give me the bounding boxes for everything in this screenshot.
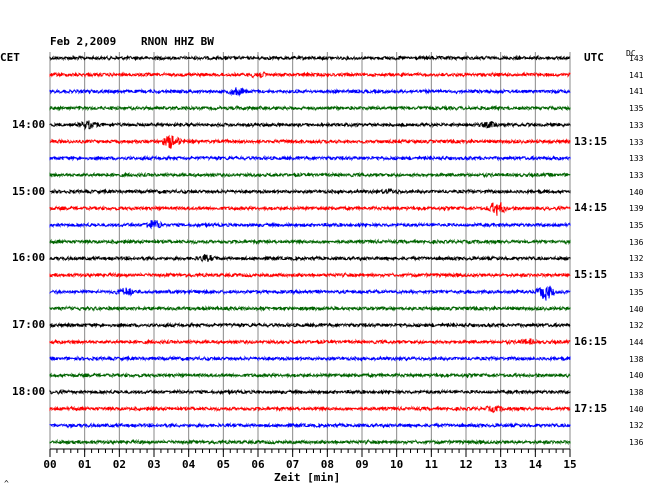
dc-offset-value: 138 bbox=[629, 354, 644, 364]
x-axis: 00 01 02 03 04 05 06 07 08 09 10 11 12 13 14 15 bbox=[43, 448, 577, 471]
x-tick-label-00: 00 bbox=[43, 458, 56, 471]
trace-row-2 bbox=[49, 87, 571, 97]
x-axis-title: Zeit [min] bbox=[274, 471, 341, 484]
dc-offset-value: 143 bbox=[629, 54, 644, 63]
dc-offset-value: 140 bbox=[629, 404, 644, 414]
trace-row-22 bbox=[49, 421, 571, 429]
dc-offset-value: 133 bbox=[629, 170, 644, 180]
dc-offset-value: 133 bbox=[629, 120, 644, 130]
trace-row-3 bbox=[49, 104, 571, 112]
station-label: RNON HHZ BW bbox=[141, 35, 214, 48]
right-time-label: 14:15 bbox=[574, 201, 608, 215]
dc-offset-value: 135 bbox=[629, 104, 644, 114]
left-time-label: 14:00 bbox=[12, 117, 46, 131]
x-tick-label-03: 03 bbox=[147, 458, 160, 471]
date-label: Feb 2,2009 bbox=[50, 35, 117, 48]
trace-row-15 bbox=[49, 305, 571, 312]
dc-offset-value: 140 bbox=[629, 187, 644, 197]
x-tick-label-05: 05 bbox=[217, 458, 230, 471]
trace-row-10 bbox=[49, 220, 571, 230]
trace-row-23 bbox=[49, 438, 571, 446]
x-tick-label-08: 08 bbox=[321, 458, 334, 471]
dc-offset-value: 141 bbox=[629, 87, 644, 97]
left-time-label: 18:00 bbox=[12, 385, 46, 398]
x-tick-label-12: 12 bbox=[459, 458, 472, 471]
seismic-traces bbox=[49, 54, 571, 446]
left-timezone-label: CET bbox=[0, 51, 20, 64]
trace-row-0 bbox=[49, 54, 571, 62]
right-time-label: 15:15 bbox=[574, 268, 608, 282]
right-time-label: 16:15 bbox=[574, 334, 608, 348]
left-time-label: 16:00 bbox=[12, 251, 46, 265]
dc-offset-value: 136 bbox=[629, 237, 644, 247]
minute-grid bbox=[49, 52, 571, 453]
x-tick-label-09: 09 bbox=[355, 458, 368, 471]
dc-offset-value: 144 bbox=[629, 337, 644, 347]
trace-row-21 bbox=[49, 404, 571, 414]
dc-offset-value: 133 bbox=[629, 154, 644, 164]
x-tick-label-04: 04 bbox=[182, 458, 196, 471]
trace-row-12 bbox=[49, 253, 571, 263]
x-tick-label-07: 07 bbox=[286, 458, 299, 471]
trace-row-17 bbox=[49, 338, 571, 346]
x-tick-label-13: 13 bbox=[494, 458, 507, 471]
trace-row-18 bbox=[49, 355, 571, 363]
corner-mark: ^ bbox=[4, 479, 9, 488]
dc-offset-value: 133 bbox=[629, 271, 644, 281]
trace-row-14 bbox=[49, 285, 571, 301]
trace-row-13 bbox=[49, 271, 571, 279]
left-time-label: 15:00 bbox=[12, 184, 46, 198]
trace-row-8 bbox=[49, 188, 571, 196]
dc-offset-value: 140 bbox=[629, 371, 644, 381]
trace-row-5 bbox=[49, 134, 571, 149]
trace-row-4 bbox=[49, 120, 571, 131]
trace-row-9 bbox=[49, 202, 571, 216]
trace-row-7 bbox=[49, 171, 571, 179]
x-tick-label-01: 01 bbox=[78, 458, 92, 471]
dc-offset-value: 135 bbox=[629, 287, 644, 297]
trace-row-6 bbox=[49, 154, 571, 162]
dc-header-label: DC bbox=[626, 49, 636, 58]
x-tick-label-02: 02 bbox=[113, 458, 126, 471]
trace-row-20 bbox=[49, 388, 571, 396]
right-time-label: 13:15 bbox=[574, 134, 608, 148]
dc-offset-value: 135 bbox=[629, 221, 644, 230]
x-tick-label-10: 10 bbox=[390, 458, 403, 471]
trace-row-11 bbox=[49, 238, 571, 246]
dc-offset-value: 133 bbox=[629, 137, 644, 147]
dc-offset-value: 140 bbox=[629, 304, 644, 314]
dc-offset-value: 141 bbox=[629, 70, 644, 80]
dc-offset-value: 132 bbox=[629, 321, 644, 331]
right-time-label: 17:15 bbox=[574, 401, 608, 415]
left-time-label: 17:00 bbox=[12, 318, 46, 332]
trace-row-19 bbox=[49, 371, 571, 379]
right-timezone-label: UTC bbox=[584, 51, 604, 64]
trace-row-16 bbox=[49, 321, 571, 329]
dc-offset-value: 132 bbox=[629, 421, 644, 431]
x-tick-label-15: 15 bbox=[563, 458, 576, 471]
x-tick-label-06: 06 bbox=[251, 458, 265, 471]
dc-offset-value: 136 bbox=[629, 438, 644, 448]
x-tick-label-11: 11 bbox=[425, 458, 439, 471]
trace-row-1 bbox=[49, 71, 571, 79]
dc-offset-value: 132 bbox=[629, 254, 644, 264]
dc-offset-value: 138 bbox=[629, 388, 644, 397]
dc-offset-value: 139 bbox=[629, 204, 644, 214]
x-tick-label-14: 14 bbox=[529, 458, 543, 471]
